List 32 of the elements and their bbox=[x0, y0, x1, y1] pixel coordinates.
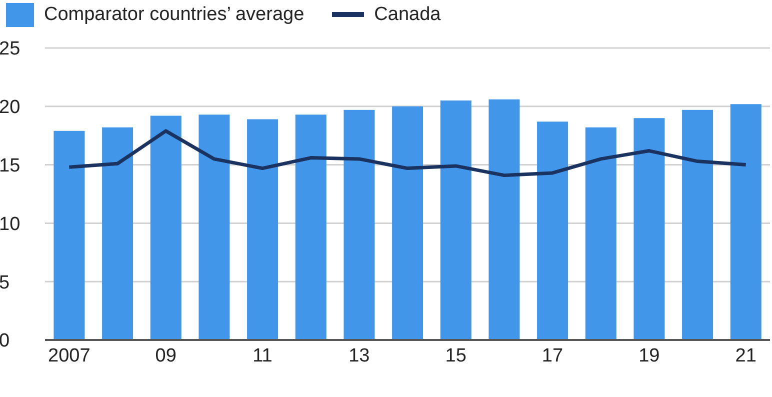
x-tick-label: 13 bbox=[348, 345, 370, 366]
x-tick-label: 2007 bbox=[48, 345, 90, 366]
bar bbox=[102, 127, 134, 340]
legend-label: Canada bbox=[374, 4, 441, 26]
x-tick-label: 19 bbox=[638, 345, 660, 366]
bar bbox=[585, 127, 616, 340]
y-tick-label: 25 bbox=[0, 38, 20, 60]
bar bbox=[537, 122, 568, 340]
bar bbox=[682, 110, 714, 340]
x-tick-label: 17 bbox=[542, 345, 564, 366]
bar bbox=[730, 104, 762, 340]
bar bbox=[198, 114, 230, 340]
line-series bbox=[67, 129, 748, 178]
bar bbox=[295, 114, 326, 340]
x-tick-label: 15 bbox=[445, 345, 466, 366]
bar bbox=[344, 110, 375, 340]
bar bbox=[392, 106, 424, 340]
bar bbox=[247, 119, 278, 340]
y-tick-label: 15 bbox=[0, 156, 20, 177]
legend-label: Comparator countries’ average bbox=[44, 4, 304, 26]
bar bbox=[440, 100, 472, 340]
y-tick-label: 0 bbox=[0, 330, 10, 352]
y-tick-label: 5 bbox=[0, 272, 10, 294]
bar bbox=[488, 99, 520, 340]
y-tick-label: 20 bbox=[0, 97, 20, 118]
x-tick-label: 11 bbox=[252, 345, 272, 366]
bar bbox=[634, 118, 665, 340]
x-tick-label: 21 bbox=[735, 345, 756, 366]
x-tick-label: 09 bbox=[155, 345, 176, 366]
bar bbox=[150, 116, 182, 340]
bar bbox=[54, 130, 85, 340]
y-tick-label: 10 bbox=[0, 214, 20, 235]
